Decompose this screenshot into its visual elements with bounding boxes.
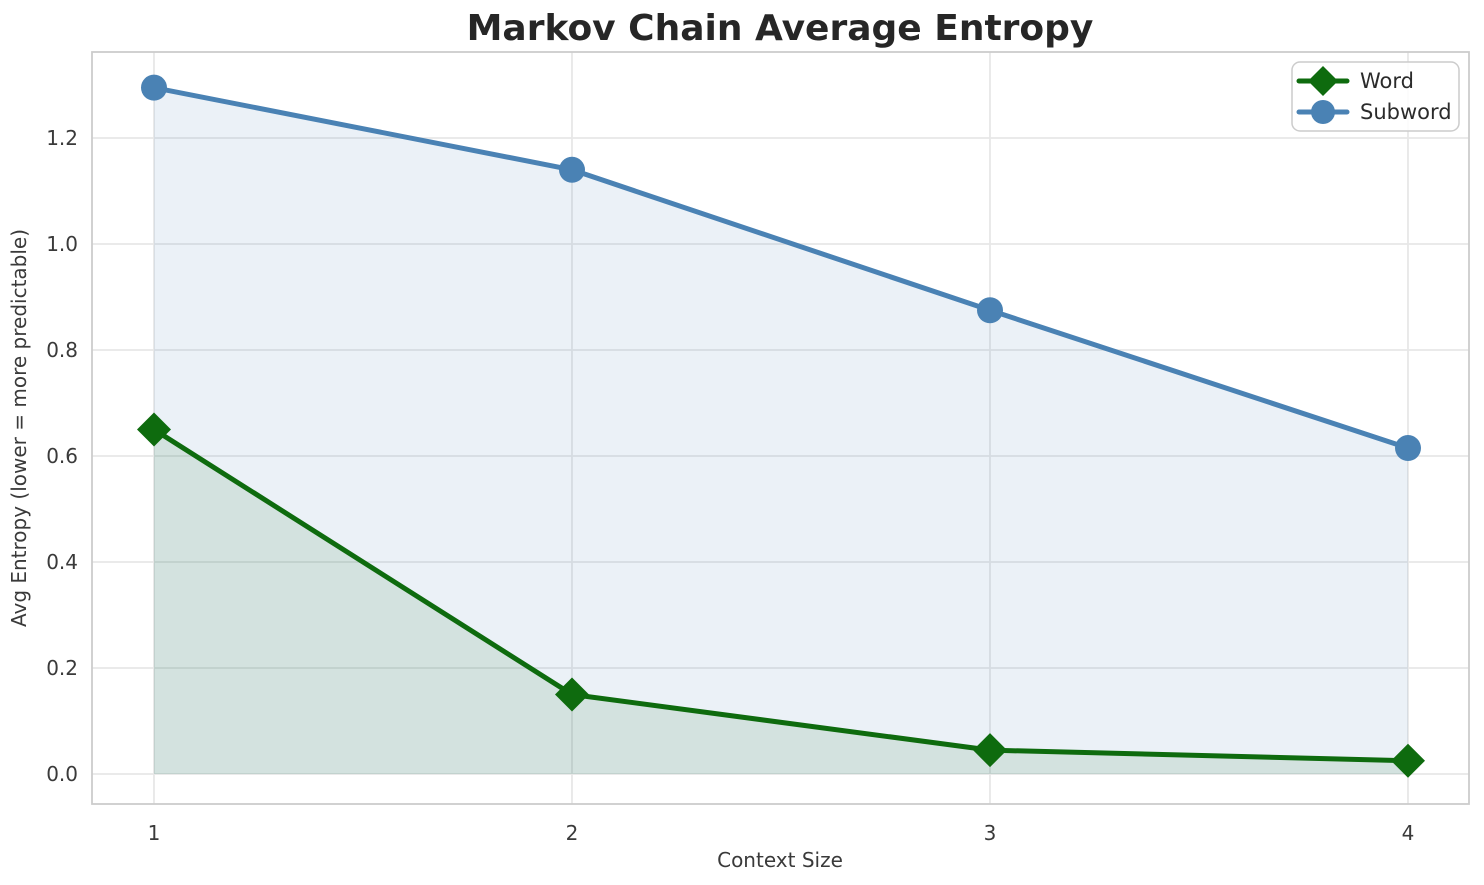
y-tick-label: 0.8 [46,338,78,362]
y-tick-label: 1.2 [46,126,78,150]
subword-area-fill [154,87,1408,774]
gridlines [92,52,1469,804]
chart-title: Markov Chain Average Entropy [467,8,1094,49]
y-axis-label: Avg Entropy (lower = more predictable) [7,229,31,627]
area-fills [154,87,1408,774]
subword-data-point-1 [141,74,167,101]
legend-marker-word [1308,66,1338,96]
y-tick-label: 0.6 [46,444,78,468]
word-line [151,427,1411,764]
word-data-point-1 [137,412,171,447]
x-tick-label: 4 [1402,821,1415,845]
y-tick-label: 0.0 [46,762,78,786]
subword-data-point-3 [977,297,1003,324]
plot-border [91,51,1470,805]
x-tick-label: 3 [984,821,997,845]
axis-ticks: 0.0 0.2 0.4 0.6 0.8 1.0 1.2 1 2 3 4 [46,126,1414,845]
word-data-point-3 [973,733,1007,768]
subword-data-point-2 [559,156,585,183]
word-data-point-4 [1391,743,1425,778]
x-tick-label: 2 [566,821,579,845]
subword-data-point-4 [1395,435,1421,462]
data-series [137,74,1425,778]
y-tick-label: 1.0 [46,232,78,256]
legend-label-subword: Subword [1360,100,1452,124]
x-tick-label: 1 [148,821,161,845]
x-axis-label: Context Size [717,848,843,872]
legend: Word Subword [1291,61,1460,132]
legend-label-word: Word [1360,69,1414,93]
y-tick-label: 0.2 [46,656,78,680]
y-tick-label: 0.4 [46,550,78,574]
word-data-point-2 [555,677,589,712]
legend-marker-subword [1311,100,1335,124]
subword-line [151,85,1411,451]
word-area-fill [154,429,1408,774]
